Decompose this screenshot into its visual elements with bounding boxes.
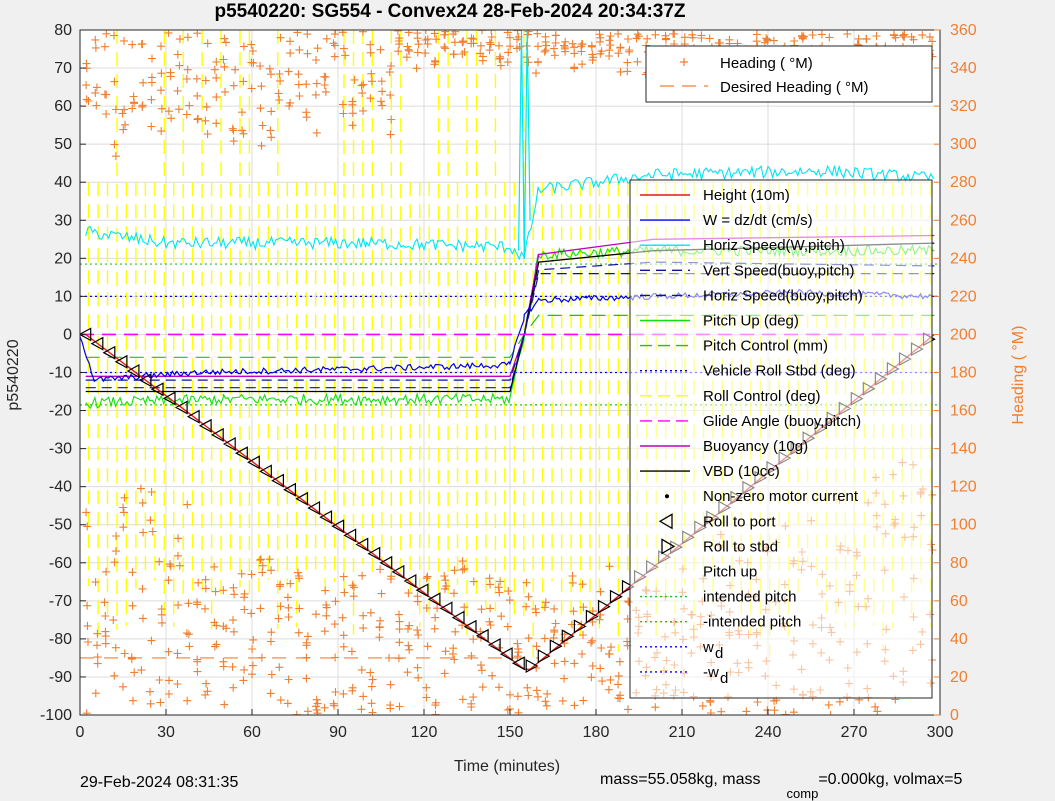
footer-mass-suffix: =0.000kg, volmax=5 bbox=[818, 771, 963, 788]
legend-main-label: Pitch Up (deg) bbox=[703, 313, 799, 330]
legend-main-label: Pitch Control (mm) bbox=[703, 338, 828, 355]
y-tick-label: -70 bbox=[49, 593, 72, 610]
y-axis-label: p5540220 bbox=[5, 339, 22, 410]
legend-top-box bbox=[645, 45, 933, 103]
x-tick-label: 180 bbox=[583, 724, 610, 741]
legend-main-label: Roll to stbd bbox=[703, 538, 778, 555]
legend-main-box bbox=[629, 179, 933, 699]
y-tick-label: -20 bbox=[49, 403, 72, 420]
y-tick-label: 80 bbox=[54, 22, 72, 39]
legend-main-label: Height (10m) bbox=[703, 187, 790, 204]
legend-main-label: Vert Speed(buoy,pitch) bbox=[703, 262, 854, 279]
footer-date: 29-Feb-2024 08:31:35 bbox=[80, 774, 239, 791]
x-tick-label: 240 bbox=[755, 724, 782, 741]
x-tick-label: 30 bbox=[157, 724, 175, 741]
x-axis-label: Time (minutes) bbox=[454, 758, 560, 775]
y-tick-label: -60 bbox=[49, 555, 72, 572]
x-tick-label: 270 bbox=[841, 724, 868, 741]
legend-main-label: Pitch up bbox=[703, 564, 757, 581]
series-vert-speed-buoy-pitch bbox=[85, 273, 935, 389]
y2-tick-label: 140 bbox=[950, 441, 977, 458]
legend-subscript: d bbox=[720, 670, 728, 687]
y2-axis-label: Heading ( °M) bbox=[1010, 326, 1027, 425]
legend-main-label: Glide Angle (buoy,pitch) bbox=[703, 413, 861, 430]
x-tick-label: 60 bbox=[243, 724, 261, 741]
legend-main-label: VBD (10cc) bbox=[703, 463, 780, 480]
y-tick-label: -40 bbox=[49, 479, 72, 496]
legend-subscript: d bbox=[715, 645, 723, 662]
y-tick-label: 40 bbox=[54, 174, 72, 191]
legend-main-label: Buoyancy (10g) bbox=[703, 438, 808, 455]
legend-main-label: Non-zero motor current bbox=[703, 488, 859, 505]
y2-tick-label: 340 bbox=[950, 60, 977, 77]
y2-tick-label: 180 bbox=[950, 365, 977, 382]
y2-tick-label: 300 bbox=[950, 136, 977, 153]
legend-main-label: intended pitch bbox=[703, 589, 796, 606]
x-tick-label: 210 bbox=[669, 724, 696, 741]
y-tick-label: -50 bbox=[49, 517, 72, 534]
y2-tick-label: 280 bbox=[950, 174, 977, 191]
y-tick-label: 60 bbox=[54, 98, 72, 115]
y2-tick-label: 260 bbox=[950, 212, 977, 229]
y-tick-label: -80 bbox=[49, 631, 72, 648]
ticks: 0 30 60 90 120 150 180 210 240 270 300-100-90-80-7… bbox=[40, 22, 977, 741]
x-tick-label: 120 bbox=[411, 724, 438, 741]
legend-marker-roll-stbd bbox=[661, 538, 676, 555]
y-tick-label: -90 bbox=[49, 669, 72, 686]
x-tick-label: 300 bbox=[927, 724, 954, 741]
y2-tick-label: 320 bbox=[950, 98, 977, 115]
y2-tick-label: 60 bbox=[950, 593, 968, 610]
y2-tick-label: 80 bbox=[950, 555, 968, 572]
x-tick-label: 90 bbox=[329, 724, 347, 741]
chart-title: p5540220: SG554 - Convex24 28-Feb-2024 2… bbox=[214, 1, 685, 22]
y-tick-label: 20 bbox=[54, 250, 72, 267]
legend-main-label: Roll Control (deg) bbox=[703, 388, 821, 405]
y-tick-label: -100 bbox=[40, 707, 72, 724]
legend-main-label: Horiz Speed(buoy,pitch) bbox=[703, 287, 863, 304]
y-tick-label: 50 bbox=[54, 136, 72, 153]
legend-top-label: Desired Heading ( °M) bbox=[720, 79, 869, 96]
legend-top: Heading ( °M) Desired Heading ( °M) bbox=[645, 45, 933, 103]
legend-main-label: W = dz/dt (cm/s) bbox=[703, 212, 813, 229]
y2-tick-label: 20 bbox=[950, 669, 968, 686]
legend-main-label: Horiz Speed(W,pitch) bbox=[703, 237, 845, 254]
legend-main-label: w bbox=[702, 639, 714, 656]
y2-tick-label: 0 bbox=[950, 707, 959, 724]
y2-tick-label: 360 bbox=[950, 22, 977, 39]
y-tick-label: 70 bbox=[54, 60, 72, 77]
footer-mass-sub: comp bbox=[786, 786, 819, 801]
y2-tick-label: 100 bbox=[950, 517, 977, 534]
series-horiz-speed-spike bbox=[518, 30, 531, 259]
legend-top-label: Heading ( °M) bbox=[720, 55, 813, 72]
legend-marker-dot bbox=[665, 494, 669, 499]
y2-tick-label: 160 bbox=[950, 403, 977, 420]
legend-main-label: -w bbox=[703, 664, 719, 681]
legend-main-label: Roll to port bbox=[703, 513, 776, 530]
y-tick-label: 30 bbox=[54, 212, 72, 229]
legend-main-label: -intended pitch bbox=[703, 614, 801, 631]
legend-heading-marker bbox=[680, 58, 688, 66]
footer-mass-prefix: mass=55.058kg, mass bbox=[600, 771, 761, 788]
y2-tick-label: 220 bbox=[950, 288, 977, 305]
y-tick-label: -30 bbox=[49, 441, 72, 458]
y-tick-label: 0 bbox=[63, 326, 72, 343]
series-horiz-speed-w-pitch bbox=[85, 164, 935, 261]
x-tick-label: 0 bbox=[76, 724, 85, 741]
legend-marker-roll-port bbox=[658, 513, 673, 530]
y2-tick-label: 40 bbox=[950, 631, 968, 648]
footer-mass: mass=55.058kg, mass comp=0.000kg, volmax=… bbox=[600, 771, 963, 801]
y2-tick-label: 240 bbox=[950, 250, 977, 267]
x-tick-label: 150 bbox=[497, 724, 524, 741]
y-tick-label: -10 bbox=[49, 365, 72, 382]
legend-main-label: Vehicle Roll Stbd (deg) bbox=[703, 363, 856, 380]
y2-tick-label: 120 bbox=[950, 479, 977, 496]
legend-main: Height (10m) W = dz/dt (cm/s) Horiz Speed(… bbox=[629, 179, 933, 699]
y-tick-label: 10 bbox=[54, 288, 72, 305]
y2-tick-label: 200 bbox=[950, 326, 977, 343]
